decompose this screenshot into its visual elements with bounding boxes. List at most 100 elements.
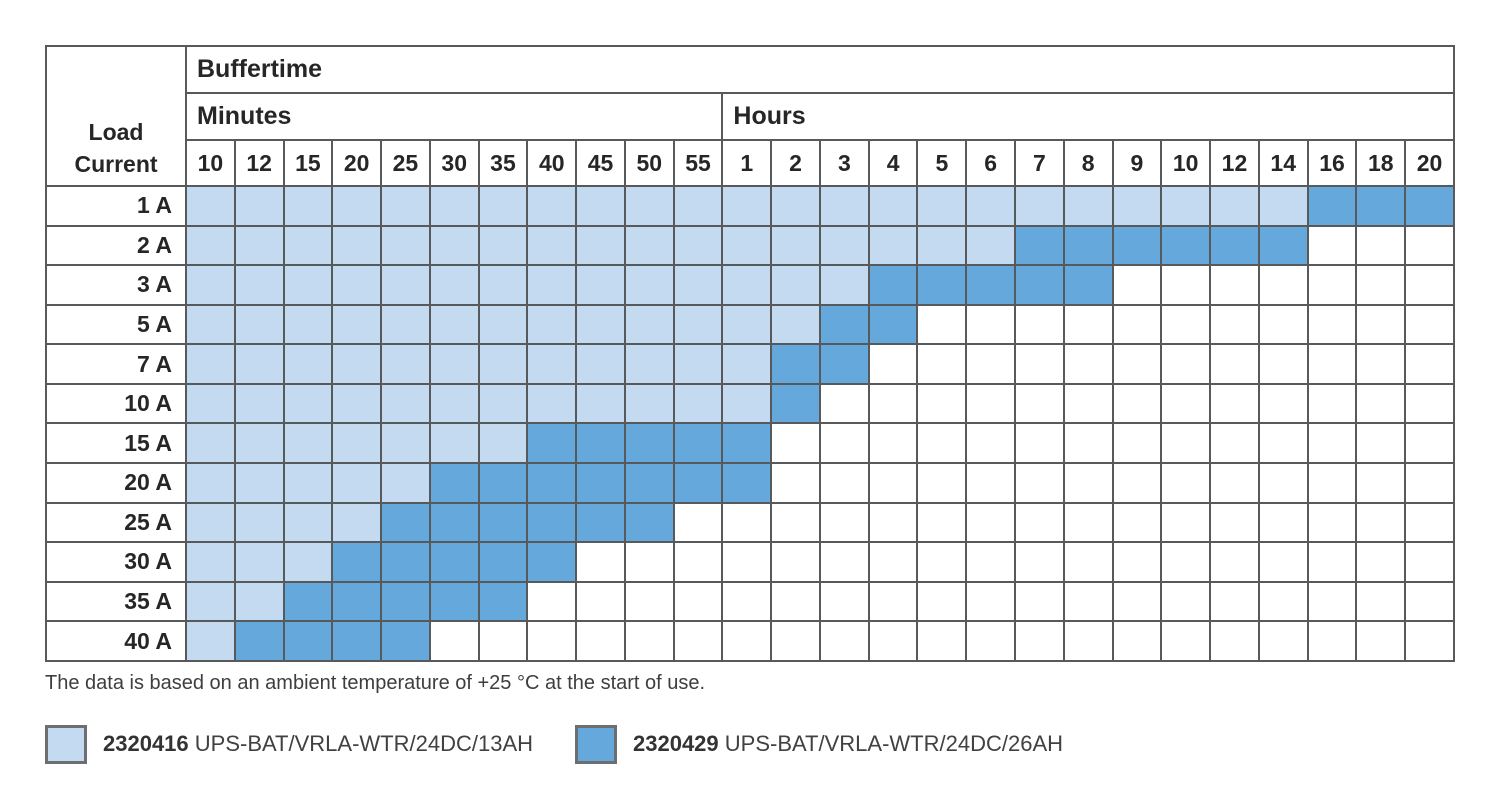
- buffertime-cell: [1014, 580, 1065, 623]
- buffertime-cell: [1160, 580, 1212, 623]
- buffertime-cell: [1306, 501, 1358, 544]
- buffertime-cell: [331, 185, 383, 227]
- buffertime-cell: [233, 462, 285, 504]
- buffertime-cell: [380, 303, 431, 346]
- column-header: 6: [965, 139, 1017, 187]
- buffertime-cell: [1355, 264, 1407, 306]
- buffertime-cell: [1209, 501, 1260, 544]
- column-header: 25: [380, 139, 431, 187]
- buffertime-cell: [770, 382, 821, 425]
- buffertime-cell: [282, 422, 334, 465]
- buffertime-cell: [380, 224, 431, 267]
- buffertime-cell: [770, 224, 821, 267]
- table-row: 2 A: [45, 224, 1455, 267]
- column-header: 50: [623, 139, 675, 187]
- buffertime-cell: [1111, 382, 1163, 425]
- buffertime-cell: [331, 620, 383, 662]
- buffertime-cell: [233, 580, 285, 623]
- buffertime-cell: [1355, 185, 1407, 227]
- buffertime-cell: [965, 580, 1017, 623]
- buffertime-cell: [1257, 620, 1309, 662]
- buffertime-cell: [282, 580, 334, 623]
- buffertime-cell: [770, 422, 821, 465]
- buffertime-cell: [916, 303, 968, 346]
- buffertime-cell: [770, 303, 821, 346]
- buffertime-cell: [867, 264, 919, 306]
- buffertime-cell: [380, 382, 431, 425]
- buffertime-cell: [185, 501, 236, 544]
- buffertime-cell: [1062, 224, 1114, 267]
- buffertime-cell: [623, 541, 675, 583]
- buffertime-cell: [233, 501, 285, 544]
- buffertime-cell: [185, 541, 236, 583]
- buffertime-cell: [575, 541, 626, 583]
- buffertime-cell: [672, 501, 724, 544]
- column-header: 4: [867, 139, 919, 187]
- buffertime-cell: [1014, 382, 1065, 425]
- row-label: 7 A: [45, 343, 187, 385]
- buffertime-cell: [1111, 422, 1163, 465]
- buffertime-cell: [282, 343, 334, 385]
- buffertime-cell: [1111, 343, 1163, 385]
- buffertime-cell: [428, 382, 480, 425]
- buffertime-cell: [428, 580, 480, 623]
- buffertime-cell: [1209, 343, 1260, 385]
- buffertime-cell: [1404, 303, 1455, 346]
- buffertime-cell: [185, 620, 236, 662]
- buffertime-cell: [477, 382, 529, 425]
- buffertime-cell: [867, 462, 919, 504]
- buffertime-cell: [1257, 185, 1309, 227]
- column-header: 20: [331, 139, 383, 187]
- buffertime-cell: [526, 620, 578, 662]
- buffertime-cell: [818, 185, 870, 227]
- legend: 2320416 UPS-BAT/VRLA-WTR/24DC/13AH 23204…: [45, 724, 1455, 764]
- buffertime-cell: [867, 580, 919, 623]
- column-header: 35: [477, 139, 529, 187]
- column-header: 8: [1062, 139, 1114, 187]
- buffertime-cell: [623, 185, 675, 227]
- minutes-header: Minutes: [184, 92, 724, 141]
- buffertime-cell: [721, 343, 773, 385]
- row-label: 10 A: [45, 382, 187, 425]
- buffertime-cell: [1111, 185, 1163, 227]
- legend-swatch: [575, 724, 617, 764]
- column-header: 16: [1306, 139, 1358, 187]
- table-row: 1 A: [45, 185, 1455, 227]
- buffertime-cell: [477, 501, 529, 544]
- buffertime-cell: [818, 462, 870, 504]
- buffertime-cell: [380, 620, 431, 662]
- buffertime-cell: [428, 422, 480, 465]
- buffertime-cell: [965, 303, 1017, 346]
- buffertime-cell: [1257, 580, 1309, 623]
- buffertime-cell: [623, 343, 675, 385]
- buffertime-cell: [623, 580, 675, 623]
- column-header: 18: [1355, 139, 1407, 187]
- buffertime-cell: [916, 422, 968, 465]
- buffertime-cell: [916, 541, 968, 583]
- legend-product-name: UPS-BAT/VRLA-WTR/24DC/26AH: [724, 731, 1063, 757]
- buffertime-cell: [1404, 501, 1455, 544]
- buffertime-cell: [721, 462, 773, 504]
- buffertime-cell: [380, 501, 431, 544]
- buffertime-cell: [721, 382, 773, 425]
- buffertime-cell: [818, 343, 870, 385]
- column-header: 1: [721, 139, 773, 187]
- buffertime-cell: [575, 501, 626, 544]
- buffertime-cell: [331, 343, 383, 385]
- buffertime-cell: [477, 343, 529, 385]
- table-row: 3 A: [45, 264, 1455, 306]
- buffertime-cell: [867, 185, 919, 227]
- hours-header: Hours: [721, 92, 1455, 141]
- buffertime-cell: [331, 382, 383, 425]
- buffertime-cell: [916, 264, 968, 306]
- buffertime-cell: [1111, 303, 1163, 346]
- header-row-buffertime: Load Current Buffertime: [45, 45, 1455, 187]
- buffertime-cell: [1062, 264, 1114, 306]
- buffertime-cell: [1209, 620, 1260, 662]
- buffertime-cell: [1014, 462, 1065, 504]
- buffertime-cell: [721, 580, 773, 623]
- buffertime-cell: [1306, 264, 1358, 306]
- buffertime-cell: [380, 422, 431, 465]
- buffertime-cell: [1014, 501, 1065, 544]
- buffertime-cell: [867, 541, 919, 583]
